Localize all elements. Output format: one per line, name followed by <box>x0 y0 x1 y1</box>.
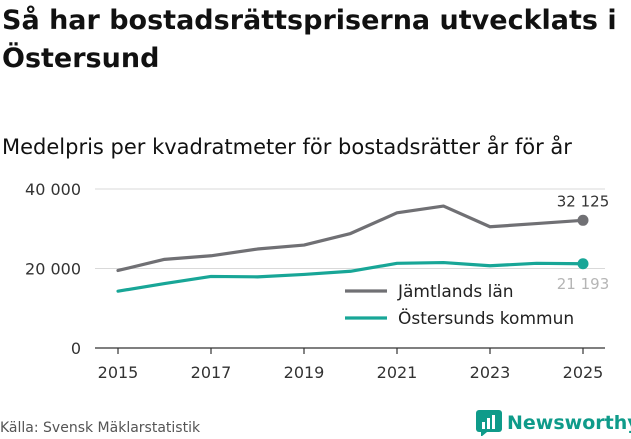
brand-logo[interactable]: Newsworthy <box>476 409 631 437</box>
y-tick-label: 0 <box>71 339 81 358</box>
legend-label: Östersunds kommun <box>398 307 574 329</box>
series-line <box>116 204 585 273</box>
series-endpoint <box>577 258 589 270</box>
x-tick-label: 2017 <box>191 363 232 382</box>
series-end-label: 32 125 <box>557 192 610 210</box>
newsworthy-logo-icon <box>476 410 502 436</box>
y-tick-label: 40 000 <box>25 180 81 199</box>
x-tick-label: 2021 <box>377 363 418 382</box>
series-line <box>116 260 585 293</box>
x-tick-label: 2023 <box>470 363 511 382</box>
x-tick-label: 2015 <box>98 363 139 382</box>
series-endpoint <box>577 214 589 226</box>
x-tick-label: 2019 <box>284 363 325 382</box>
y-tick-label: 20 000 <box>25 260 81 279</box>
brand-name: Newsworthy <box>507 412 631 434</box>
page-title: Så har bostadsrättspriserna utvecklats i… <box>2 5 617 74</box>
legend-label: Jämtlands län <box>397 282 514 302</box>
series-end-label: 21 193 <box>557 275 610 293</box>
chart-subtitle: Medelpris per kvadratmeter för bostadsrä… <box>2 135 572 159</box>
x-tick-label: 2025 <box>563 363 604 382</box>
source-note: Källa: Svensk Mäklarstatistik <box>0 420 201 436</box>
